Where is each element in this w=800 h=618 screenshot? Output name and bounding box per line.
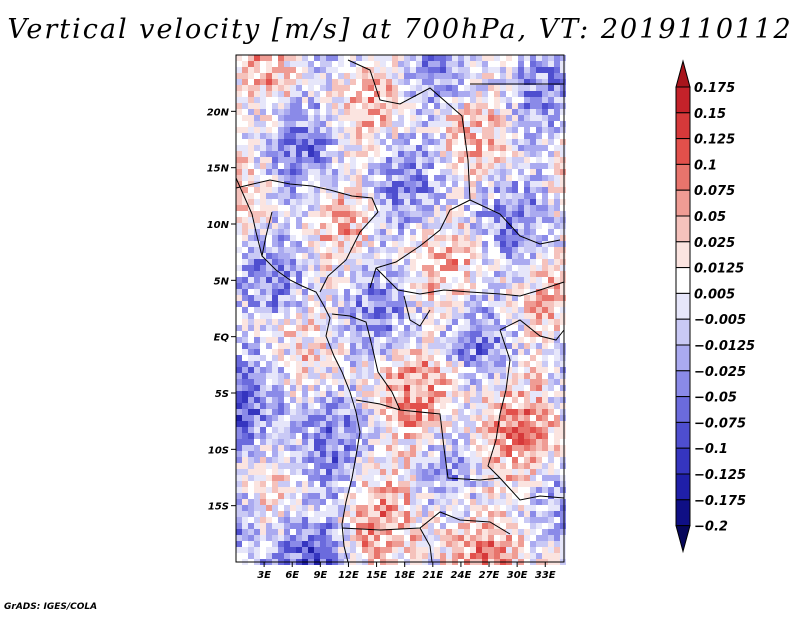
velocity-field bbox=[236, 55, 566, 565]
y-tick-label: 15N bbox=[207, 164, 230, 175]
x-tick-label: 18E bbox=[394, 570, 415, 581]
y-tick-label: EQ bbox=[214, 333, 230, 344]
border bbox=[235, 179, 379, 213]
border bbox=[261, 211, 273, 257]
colorbar-swatch bbox=[675, 86, 691, 114]
colorbar-label: −0.0125 bbox=[694, 339, 755, 354]
x-axis-ticks: 3E 6E 9E 12E 15E 18E 21E 24E 27E 30E 33E bbox=[257, 562, 556, 581]
colorbar-swatch bbox=[675, 396, 691, 423]
y-tick-label: 15S bbox=[208, 502, 229, 513]
y-tick-label: 10S bbox=[208, 445, 229, 456]
border bbox=[469, 199, 561, 245]
border bbox=[419, 527, 433, 563]
colorbar-swatch bbox=[675, 525, 691, 554]
colorbar-label: −0.05 bbox=[694, 391, 737, 406]
colorbar-swatch bbox=[675, 370, 691, 398]
colorbar-swatch bbox=[675, 59, 691, 88]
border bbox=[487, 329, 511, 479]
colorbar-label: −0.175 bbox=[694, 494, 746, 509]
colorbar-label: 0.075 bbox=[694, 184, 735, 199]
colorbar-label: −0.125 bbox=[694, 468, 746, 483]
border bbox=[331, 313, 401, 411]
colorbar-label: 0.175 bbox=[694, 81, 735, 96]
border bbox=[375, 267, 565, 297]
colorbar-swatch bbox=[675, 241, 691, 269]
colorbar-swatch bbox=[675, 163, 691, 191]
colorbar-swatch bbox=[675, 189, 691, 217]
border bbox=[347, 59, 471, 201]
colorbar: 0.175 0.15 0.125 0.1 0.075 0.05 0.025 0.0125 0.0… bbox=[675, 59, 755, 554]
x-tick-label: 21E bbox=[422, 570, 443, 581]
y-axis-ticks: 20N 15N 10N 5N EQ 5S 10S 15S bbox=[207, 107, 236, 513]
colorbar-label: 0.005 bbox=[694, 287, 735, 302]
colorbar-label: −0.075 bbox=[694, 416, 746, 431]
border bbox=[319, 211, 379, 293]
x-tick-label: 27E bbox=[479, 570, 500, 581]
colorbar-swatch bbox=[675, 267, 691, 294]
colorbar-label: −0.005 bbox=[694, 313, 746, 328]
colorbar-swatch bbox=[675, 292, 691, 320]
y-tick-label: 5N bbox=[214, 276, 230, 287]
colorbar-swatch bbox=[675, 447, 691, 475]
border bbox=[499, 477, 565, 501]
colorbar-label: 0.1 bbox=[694, 158, 717, 173]
x-tick-label: 6E bbox=[285, 570, 299, 581]
colorbar-label: 0.15 bbox=[694, 107, 726, 122]
colorbar-swatch bbox=[675, 112, 691, 140]
y-tick-label: 10N bbox=[207, 220, 230, 231]
colorbar-label: −0.1 bbox=[694, 442, 728, 457]
colorbar-label: 0.025 bbox=[694, 236, 735, 251]
x-tick-label: 15E bbox=[366, 570, 387, 581]
plot-frame bbox=[235, 54, 565, 563]
country-borders bbox=[235, 59, 565, 563]
y-tick-label: 20N bbox=[207, 107, 230, 118]
colorbar-label: −0.2 bbox=[694, 520, 728, 535]
x-tick-label: 24E bbox=[451, 570, 472, 581]
colorbar-swatch bbox=[675, 344, 691, 372]
border bbox=[499, 319, 565, 341]
colorbar-label: −0.025 bbox=[694, 365, 746, 380]
colorbar-swatch bbox=[675, 499, 691, 527]
x-tick-label: 3E bbox=[257, 570, 271, 581]
border bbox=[355, 399, 501, 481]
chart-title: Vertical velocity [m/s] at 700hPa, VT: 2… bbox=[7, 14, 793, 45]
border bbox=[403, 295, 431, 327]
border bbox=[341, 511, 511, 535]
colorbar-swatch bbox=[675, 421, 691, 449]
x-tick-label: 33E bbox=[535, 570, 556, 581]
colorbar-swatch bbox=[675, 215, 691, 243]
colorbar-swatch bbox=[675, 473, 691, 501]
colorbar-swatch bbox=[675, 138, 691, 165]
grads-credit: GrADS: IGES/COLA bbox=[4, 602, 98, 612]
colorbar-label: 0.0125 bbox=[694, 262, 744, 277]
colorbar-label: 0.125 bbox=[694, 133, 735, 148]
x-tick-label: 12E bbox=[338, 570, 359, 581]
coastline bbox=[235, 177, 361, 563]
x-tick-label: 9E bbox=[313, 570, 327, 581]
x-tick-label: 30E bbox=[507, 570, 528, 581]
colorbar-label: 0.05 bbox=[694, 210, 726, 225]
y-tick-label: 5S bbox=[215, 389, 229, 400]
colorbar-swatch bbox=[675, 318, 691, 346]
